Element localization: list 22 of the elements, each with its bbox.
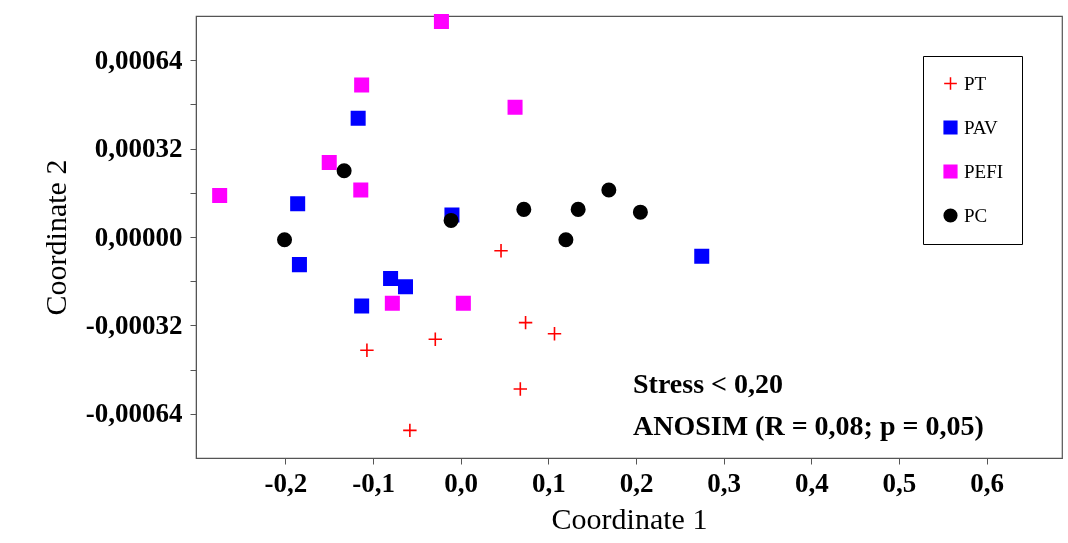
legend-label: PAV [964, 116, 999, 138]
y-tick-label: -0,00032 [85, 309, 183, 340]
legend-label: PT [964, 72, 987, 94]
x-tick-label: 0,5 [882, 467, 917, 498]
y-tick-label: 0,00032 [94, 133, 183, 164]
y-tick-label: -0,00064 [85, 398, 183, 429]
x-tick-label: -0,2 [264, 467, 308, 498]
x-tick-label: 0,4 [794, 467, 829, 498]
x-tick-label: 0,3 [707, 467, 742, 498]
legend-label: PC [964, 204, 988, 226]
x-tick-label: -0,1 [352, 467, 395, 498]
y-axis-title: Coordinate 2 [38, 159, 72, 316]
x-tick-label: 0,1 [531, 467, 566, 498]
legend-label: PEFI [964, 160, 1004, 182]
y-tick-label: 0,00000 [94, 221, 183, 252]
annotation: Stress < 0,20 [633, 368, 783, 399]
x-axis-title: Coordinate 1 [551, 501, 708, 535]
x-tick-label: 0,6 [970, 467, 1004, 498]
annotation: ANOSIM (R = 0,08; p = 0,05) [633, 410, 984, 441]
y-tick-label: 0,00064 [94, 44, 183, 75]
x-tick-label: 0,2 [619, 467, 654, 498]
x-tick-label: 0,0 [444, 467, 479, 498]
